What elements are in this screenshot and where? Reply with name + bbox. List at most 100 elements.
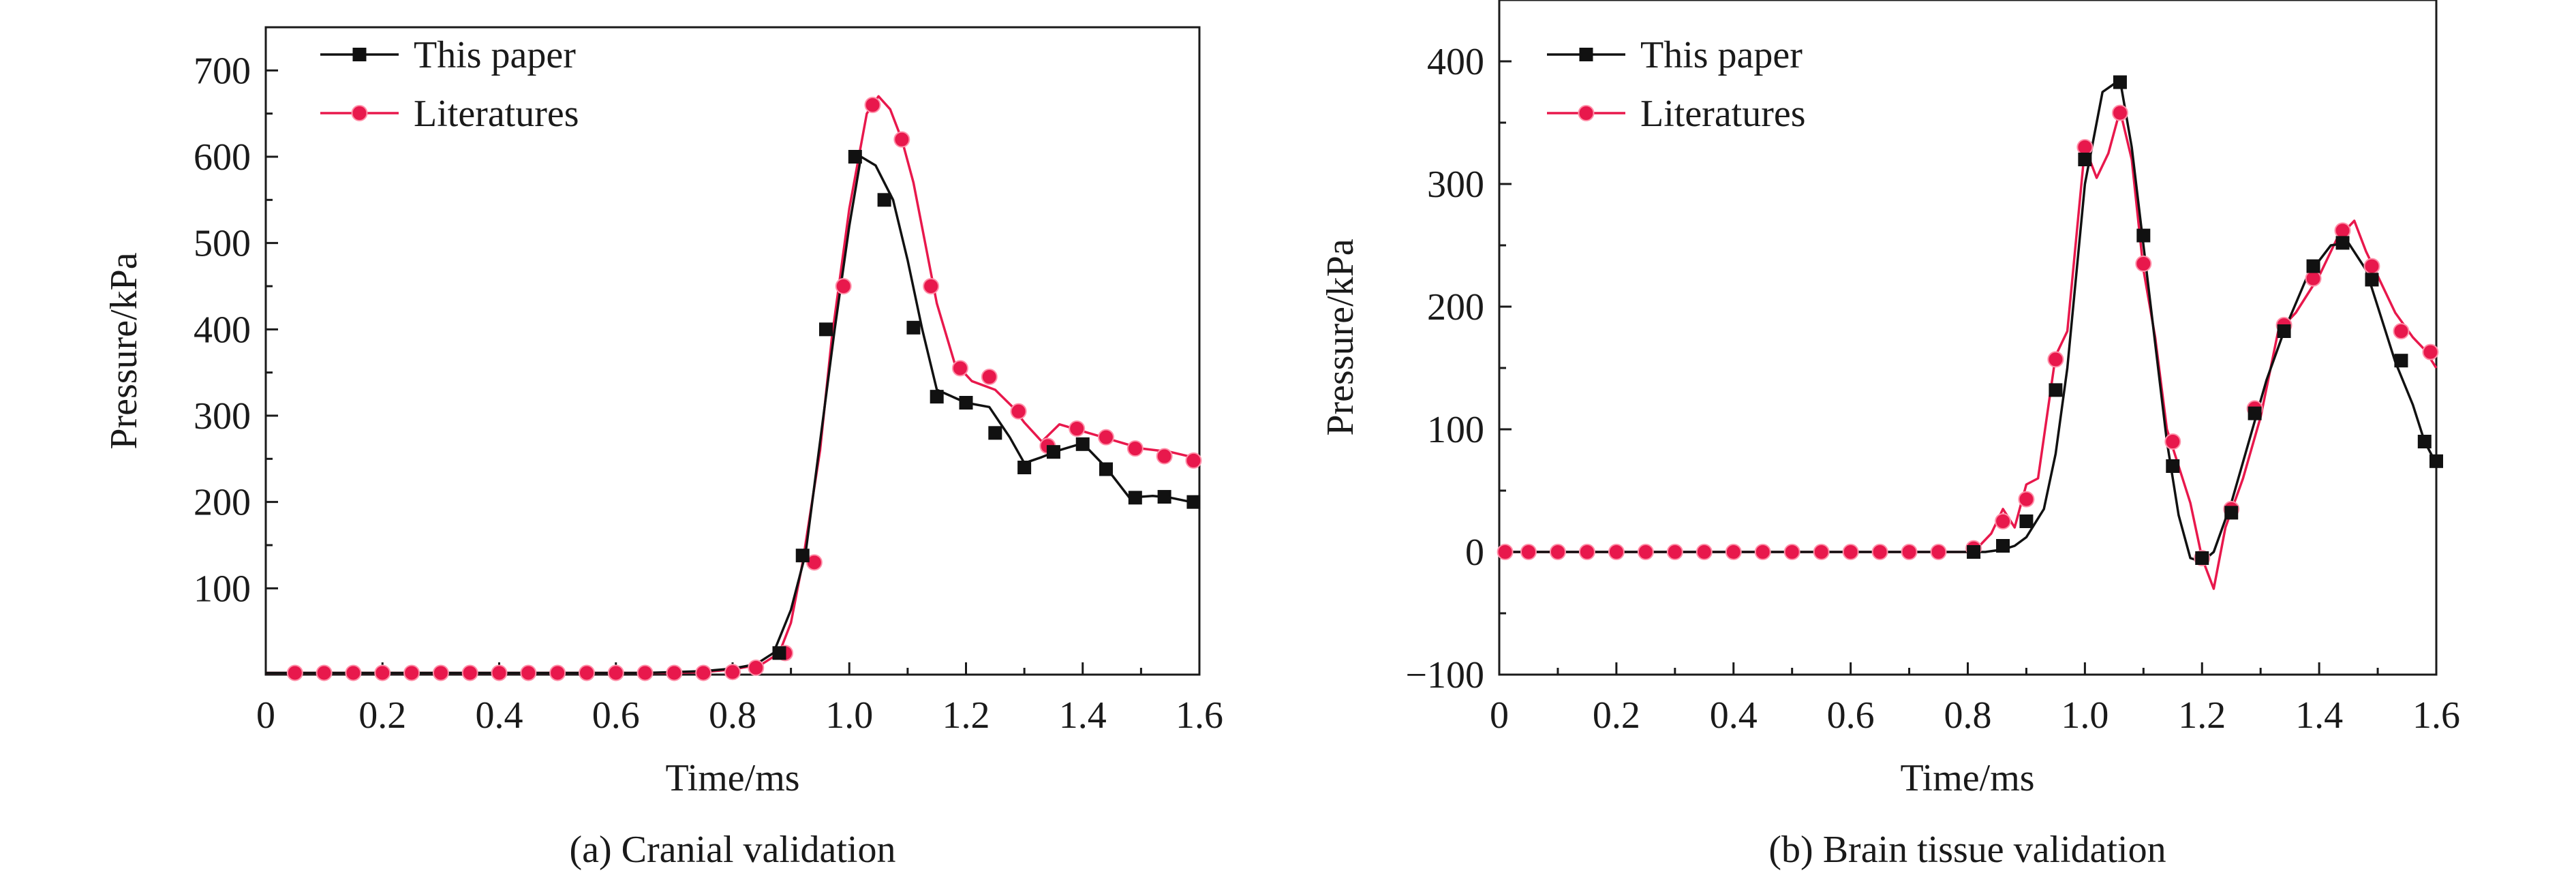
y-tick-label: 100 — [1427, 409, 1484, 451]
data-point-literatures — [2047, 351, 2064, 368]
x-tick-label: 1.4 — [1059, 694, 1107, 737]
data-point-this-paper — [1099, 462, 1113, 476]
data-point-literatures — [549, 664, 566, 681]
data-point-literatures — [1608, 544, 1625, 560]
y-tick-label: 200 — [194, 482, 251, 524]
data-point-this-paper — [1186, 495, 1201, 509]
data-point-literatures — [1666, 544, 1683, 560]
x-tick-label: 0 — [1490, 694, 1509, 737]
data-point-literatures — [1520, 544, 1537, 560]
x-tick-label: 1.0 — [825, 694, 873, 737]
data-point-literatures — [1995, 513, 2012, 529]
y-axis-title: Pressure/kPa — [103, 252, 145, 449]
x-tick-label: 1.2 — [942, 694, 990, 737]
data-point-literatures — [491, 664, 508, 681]
data-point-this-paper — [1046, 445, 1060, 459]
data-point-this-paper — [2335, 236, 2350, 250]
data-point-literatures — [286, 664, 303, 681]
data-point-literatures — [1637, 544, 1654, 560]
data-point-literatures — [1010, 403, 1027, 420]
x-tick-label: 0 — [256, 694, 275, 737]
x-tick-label: 0.2 — [358, 694, 406, 737]
series-line-literatures — [266, 95, 1200, 675]
data-point-literatures — [806, 554, 823, 571]
data-point-literatures — [1185, 452, 1202, 469]
data-point-literatures — [1842, 544, 1859, 560]
data-point-literatures — [2393, 323, 2410, 339]
panel-brain-tissue-validation: 0 0.2 0.4 0.6 0.8 1.0 1.2 1.4 1.6−10001002003004… — [1319, 0, 2460, 871]
x-tick-label: 1.6 — [2412, 694, 2460, 737]
data-point-literatures — [1578, 544, 1595, 560]
y-tick-label: 300 — [1427, 164, 1484, 206]
legend: This paper Literatures — [1547, 34, 1806, 135]
data-point-literatures — [1696, 544, 1713, 560]
data-point-literatures — [2076, 139, 2094, 155]
data-point-this-paper — [772, 646, 786, 660]
x-tick-label: 1.4 — [2295, 694, 2343, 737]
legend-label: Literatures — [1640, 93, 1806, 135]
data-point-this-paper — [1128, 491, 1142, 505]
data-point-this-paper — [2394, 354, 2408, 368]
x-tick-label: 0.4 — [476, 694, 523, 737]
data-point-literatures — [1813, 544, 1830, 560]
data-point-literatures — [1497, 544, 1514, 560]
data-point-literatures — [2111, 104, 2128, 121]
plot-frame — [264, 26, 1201, 676]
data-point-literatures — [578, 664, 595, 681]
data-point-this-paper — [988, 426, 1002, 440]
data-point-literatures — [637, 664, 654, 681]
data-point-this-paper — [2136, 228, 2151, 243]
data-point-literatures — [1069, 420, 1086, 437]
data-point-literatures — [1098, 429, 1114, 446]
legend-marker-square — [352, 48, 367, 61]
data-point-literatures — [695, 664, 712, 681]
legend-label: Literatures — [414, 93, 579, 135]
data-point-this-paper — [2195, 551, 2209, 565]
data-point-this-paper — [1996, 539, 2010, 553]
y-tick-label: −100 — [1405, 654, 1484, 696]
x-tick-label: 1.6 — [1176, 694, 1223, 737]
data-point-literatures — [1930, 544, 1947, 560]
y-tick-label: 400 — [194, 309, 251, 351]
data-point-this-paper — [2429, 454, 2443, 468]
legend-label: This paper — [414, 34, 576, 76]
data-point-this-paper — [906, 320, 921, 335]
data-point-literatures — [864, 97, 881, 113]
x-axis-title: Time/ms — [1900, 757, 2034, 799]
data-point-literatures — [2135, 256, 2152, 272]
data-point-literatures — [1725, 544, 1742, 560]
data-point-literatures — [1549, 544, 1566, 560]
data-point-this-paper — [930, 390, 944, 404]
data-point-literatures — [374, 664, 391, 681]
data-point-this-paper — [795, 549, 810, 563]
data-point-literatures — [923, 278, 940, 294]
data-point-literatures — [1126, 440, 1144, 457]
data-point-this-paper — [2078, 153, 2092, 166]
data-point-literatures — [607, 664, 624, 681]
data-point-literatures — [1156, 448, 1173, 465]
x-tick-label: 0.8 — [1944, 694, 1992, 737]
data-point-this-paper — [2248, 406, 2262, 420]
panel-caption: (a) Cranial validation — [570, 829, 896, 871]
x-tick-label: 0.4 — [1710, 694, 1758, 737]
data-point-this-paper — [2306, 259, 2320, 273]
y-tick-label: 0 — [1465, 532, 1484, 574]
data-point-literatures — [1871, 544, 1888, 560]
data-point-literatures — [2018, 491, 2035, 508]
data-point-literatures — [951, 360, 968, 377]
data-point-literatures — [403, 664, 420, 681]
data-point-literatures — [2422, 343, 2439, 360]
y-axis-title: Pressure/kPa — [1319, 239, 1362, 435]
data-point-this-paper — [2113, 75, 2127, 89]
data-point-literatures — [981, 369, 998, 385]
data-point-literatures — [724, 664, 741, 681]
data-point-this-paper — [1075, 437, 1090, 451]
data-point-literatures — [835, 278, 852, 294]
data-point-this-paper — [2224, 506, 2239, 520]
data-point-literatures — [461, 664, 478, 681]
data-point-literatures — [2363, 258, 2380, 275]
data-point-this-paper — [848, 150, 862, 164]
panel-cranial-validation: 0 0.2 0.4 0.6 0.8 1.0 1.2 1.4 1.6 100 200 300 400 500… — [103, 26, 1223, 871]
x-tick-label: 1.2 — [2178, 694, 2226, 737]
